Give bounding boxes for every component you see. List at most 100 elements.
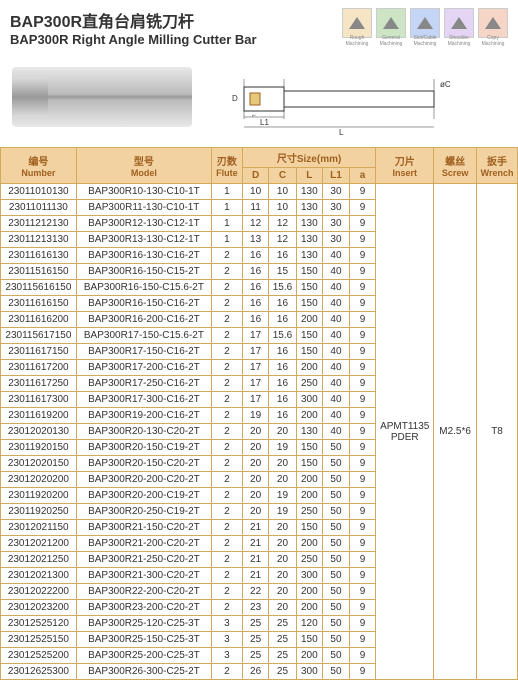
- cell-L1: 50: [323, 648, 350, 664]
- cell-C: 16: [269, 296, 296, 312]
- cell-a: 9: [349, 216, 376, 232]
- cell-D: 20: [242, 472, 269, 488]
- cell-D: 20: [242, 456, 269, 472]
- cell-C: 16: [269, 312, 296, 328]
- cell-number: 230115616150: [1, 280, 77, 296]
- cell-C: 25: [269, 664, 296, 680]
- cell-L1: 40: [323, 280, 350, 296]
- table-body: 23011010130BAP300R10-130-C10-1T110101303…: [1, 184, 518, 680]
- cell-D: 20: [242, 504, 269, 520]
- cell-L1: 50: [323, 568, 350, 584]
- cell-C: 16: [269, 344, 296, 360]
- cell-L: 200: [296, 584, 323, 600]
- cell-number: 23011616200: [1, 312, 77, 328]
- cell-L1: 50: [323, 616, 350, 632]
- cell-C: 20: [269, 536, 296, 552]
- cell-D: 21: [242, 568, 269, 584]
- cell-D: 17: [242, 344, 269, 360]
- cell-number: 23012021250: [1, 552, 77, 568]
- cell-model: BAP300R21-250-C20-2T: [76, 552, 211, 568]
- cell-model: BAP300R21-300-C20-2T: [76, 568, 211, 584]
- cell-a: 9: [349, 360, 376, 376]
- cell-flute: 2: [212, 344, 243, 360]
- cell-C: 20: [269, 568, 296, 584]
- cell-C: 19: [269, 440, 296, 456]
- cell-L1: 50: [323, 504, 350, 520]
- cell-a: 9: [349, 344, 376, 360]
- cell-L1: 30: [323, 184, 350, 200]
- cell-D: 16: [242, 312, 269, 328]
- cell-number: 23011213130: [1, 232, 77, 248]
- cell-flute: 2: [212, 488, 243, 504]
- cell-C: 16: [269, 408, 296, 424]
- cell-model: BAP300R20-250-C19-2T: [76, 504, 211, 520]
- cell-D: 20: [242, 488, 269, 504]
- th-model: 型号 Model: [76, 148, 211, 184]
- cell-D: 25: [242, 616, 269, 632]
- cell-L: 200: [296, 408, 323, 424]
- th-number: 编号 Number: [1, 148, 77, 184]
- cell-D: 21: [242, 536, 269, 552]
- cell-number: 23012625300: [1, 664, 77, 680]
- cell-number: 23012021150: [1, 520, 77, 536]
- cell-D: 23: [242, 600, 269, 616]
- cell-L: 130: [296, 184, 323, 200]
- cell-a: 9: [349, 504, 376, 520]
- cell-model: BAP300R21-200-C20-2T: [76, 536, 211, 552]
- cell-number: 230115617150: [1, 328, 77, 344]
- cell-flute: 2: [212, 568, 243, 584]
- cell-flute: 1: [212, 216, 243, 232]
- cell-number: 23011920150: [1, 440, 77, 456]
- cell-model: BAP300R26-300-C25-2T: [76, 664, 211, 680]
- table-row: 23011010130BAP300R10-130-C10-1T110101303…: [1, 184, 518, 200]
- cell-a: 9: [349, 264, 376, 280]
- cell-L1: 40: [323, 296, 350, 312]
- cell-L: 150: [296, 456, 323, 472]
- cell-D: 17: [242, 376, 269, 392]
- cell-number: 23011617250: [1, 376, 77, 392]
- cell-D: 26: [242, 664, 269, 680]
- cell-C: 12: [269, 216, 296, 232]
- cell-number: 23012021200: [1, 536, 77, 552]
- cell-model: BAP300R10-130-C10-1T: [76, 184, 211, 200]
- cell-number: 23011516150: [1, 264, 77, 280]
- cell-number: 23012525120: [1, 616, 77, 632]
- cell-L1: 40: [323, 408, 350, 424]
- cell-L: 200: [296, 536, 323, 552]
- cell-flute: 1: [212, 200, 243, 216]
- cell-a: 9: [349, 408, 376, 424]
- cell-model: BAP300R25-200-C25-3T: [76, 648, 211, 664]
- cell-flute: 2: [212, 408, 243, 424]
- cell-C: 15.6: [269, 328, 296, 344]
- cell-model: BAP300R16-150-C15.6-2T: [76, 280, 211, 296]
- cell-number: 23011616150: [1, 296, 77, 312]
- cell-L: 150: [296, 296, 323, 312]
- cell-number: 23011616130: [1, 248, 77, 264]
- process-icon: General Machining: [376, 8, 406, 38]
- cell-L: 300: [296, 568, 323, 584]
- cell-model: BAP300R17-150-C15.6-2T: [76, 328, 211, 344]
- cell-model: BAP300R16-200-C16-2T: [76, 312, 211, 328]
- cell-D: 25: [242, 632, 269, 648]
- cell-L: 150: [296, 440, 323, 456]
- cell-L: 250: [296, 376, 323, 392]
- cell-C: 12: [269, 232, 296, 248]
- cell-a: 9: [349, 328, 376, 344]
- cell-flute: 2: [212, 600, 243, 616]
- cell-merged-insert: APMT1135 PDER: [376, 184, 434, 680]
- cell-D: 21: [242, 552, 269, 568]
- cell-model: BAP300R20-200-C20-2T: [76, 472, 211, 488]
- cell-a: 9: [349, 472, 376, 488]
- cell-L: 200: [296, 360, 323, 376]
- table-header: 编号 Number 型号 Model 刃数 Flute 尺寸Size(mm) 刀…: [1, 148, 518, 184]
- cell-C: 20: [269, 584, 296, 600]
- cell-L1: 50: [323, 456, 350, 472]
- cell-flute: 2: [212, 504, 243, 520]
- cell-L1: 30: [323, 232, 350, 248]
- cell-C: 25: [269, 632, 296, 648]
- cell-flute: 2: [212, 360, 243, 376]
- cell-number: 23011010130: [1, 184, 77, 200]
- cell-L: 250: [296, 504, 323, 520]
- cell-a: 9: [349, 648, 376, 664]
- cell-L1: 50: [323, 488, 350, 504]
